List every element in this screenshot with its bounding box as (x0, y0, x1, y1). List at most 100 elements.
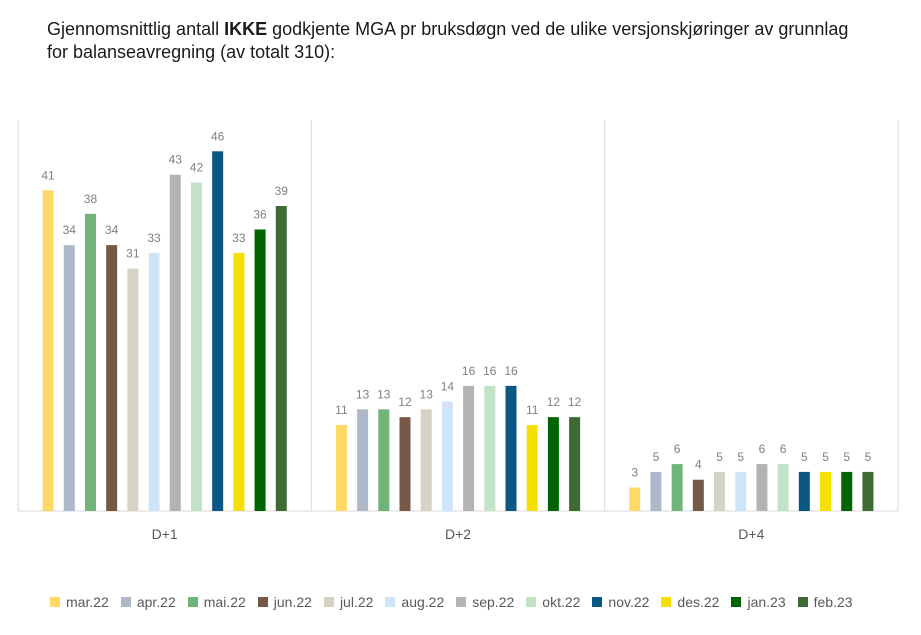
legend-item: des.22 (661, 594, 719, 610)
data-label: 42 (190, 161, 204, 175)
data-label: 38 (84, 192, 98, 206)
data-label: 46 (211, 129, 225, 143)
category-label: D+4 (738, 526, 764, 542)
bar (399, 417, 411, 511)
data-label: 33 (232, 231, 246, 245)
data-label: 16 (504, 364, 518, 378)
legend-label: okt.22 (542, 594, 581, 610)
data-label: 36 (253, 207, 267, 221)
data-label: 16 (462, 364, 476, 378)
legend-label: aug.22 (401, 594, 445, 610)
legend-item: okt.22 (526, 594, 580, 610)
legend-label: mai.22 (203, 594, 246, 610)
bar (233, 252, 245, 511)
legend-label: nov.22 (608, 594, 650, 610)
data-label: 6 (780, 442, 787, 456)
bar (463, 385, 475, 511)
bar (357, 409, 369, 511)
data-label: 11 (526, 403, 539, 417)
bar (629, 487, 641, 511)
legend-swatch (323, 597, 334, 607)
data-label: 3 (631, 466, 638, 480)
legend-swatch (50, 597, 60, 607)
legend-label: jan.23 (747, 594, 786, 610)
bar (441, 401, 453, 511)
data-label: 31 (126, 247, 140, 261)
data-label: 16 (483, 364, 497, 378)
legend-label: mar.22 (66, 594, 109, 610)
bar (484, 385, 496, 511)
legend-swatch (797, 597, 808, 607)
bar (63, 245, 75, 511)
legend-swatch (592, 597, 603, 607)
data-label: 12 (547, 395, 561, 409)
title-bold: IKKE (224, 19, 268, 39)
data-label: 5 (843, 450, 850, 464)
bar (84, 213, 96, 511)
category-label: D+2 (445, 526, 471, 542)
data-label: 34 (63, 223, 77, 237)
data-label: 6 (759, 442, 766, 456)
legend-item: jul.22 (323, 594, 374, 610)
bar (862, 471, 874, 511)
bar (547, 417, 559, 511)
bar (569, 417, 581, 511)
bar (106, 245, 118, 511)
title-post: godkjente MGA pr bruksdøgn ved de ulike … (47, 19, 849, 62)
bar (190, 182, 202, 511)
data-label: 11 (335, 403, 348, 417)
legend-label: apr.22 (136, 594, 176, 610)
legend-swatch (456, 597, 467, 607)
legend-swatch (257, 597, 268, 607)
legend: mar.22 apr.22 mai.22 jun.22 jul.22 aug.22 sep.… (50, 592, 880, 612)
title-pre: Gjennomsnittlig antall (47, 19, 225, 39)
data-label: 14 (441, 380, 455, 394)
bar (777, 464, 789, 511)
bar (42, 190, 54, 511)
legend-swatch (385, 597, 396, 607)
bar (841, 471, 853, 511)
bar (275, 206, 287, 511)
legend-swatch (731, 597, 742, 607)
bar (505, 385, 517, 511)
bar (671, 464, 683, 511)
bar (254, 229, 266, 512)
bar (335, 424, 347, 511)
data-label: 5 (653, 450, 660, 464)
data-label: 6 (674, 442, 681, 456)
bar (148, 252, 160, 511)
bar (735, 471, 747, 511)
data-label: 5 (716, 450, 723, 464)
legend-label: feb.23 (813, 594, 853, 610)
bar (127, 268, 139, 511)
data-label: 5 (865, 450, 872, 464)
legend-swatch (120, 597, 131, 607)
bar (650, 471, 662, 511)
legend-item: mai.22 (187, 594, 246, 610)
category-label: D+1 (152, 526, 178, 542)
chart-title: Gjennomsnittlig antall IKKE godkjente MG… (47, 18, 867, 64)
data-label: 13 (420, 387, 434, 401)
legend-item: feb.23 (797, 594, 853, 610)
data-label: 43 (169, 153, 183, 167)
legend-item: nov.22 (592, 594, 649, 610)
data-label: 5 (737, 450, 744, 464)
legend-item: jun.22 (257, 594, 312, 610)
legend-label: jun.22 (273, 594, 312, 610)
data-label: 5 (822, 450, 829, 464)
bar (169, 174, 181, 512)
data-label: 39 (275, 184, 289, 198)
legend-item: sep.22 (456, 594, 514, 610)
legend-item: jan.23 (731, 594, 786, 610)
data-label: 12 (568, 395, 582, 409)
legend-label: des.22 (677, 594, 720, 610)
bar (378, 409, 390, 511)
legend-item: aug.22 (385, 594, 444, 610)
bar (820, 471, 832, 511)
data-label: 13 (356, 387, 370, 401)
data-label: 33 (147, 231, 161, 245)
bar (714, 471, 726, 511)
bar (420, 409, 432, 511)
legend-label: jul.22 (339, 594, 374, 610)
